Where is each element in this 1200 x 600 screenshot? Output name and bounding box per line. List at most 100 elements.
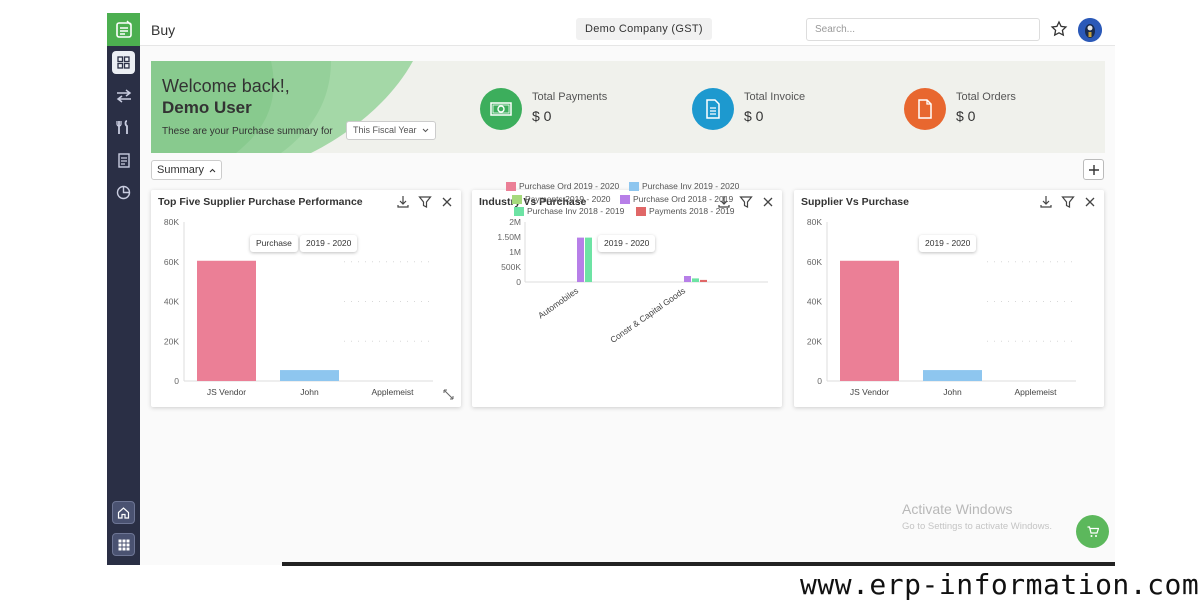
legend-label: Payments 2019 - 2020 xyxy=(525,194,611,204)
close-icon[interactable] xyxy=(1083,195,1097,209)
legend-swatch xyxy=(506,181,516,191)
industry-vs-purchase-chart: 2M 1.50M 1M 500K 0 Automobiles Constr & Capita… xyxy=(497,217,768,345)
legend-label: Purchase Inv 2019 - 2020 xyxy=(642,181,740,191)
x-tick-label: John xyxy=(943,387,962,397)
legend-item[interactable]: Payments 2019 - 2020 xyxy=(512,194,611,204)
y-tick-label: 20K xyxy=(807,336,822,346)
sidebar-item-tools[interactable] xyxy=(112,116,135,139)
stat-invoice-circle xyxy=(692,88,734,130)
arrows-icon xyxy=(116,88,131,103)
supplier-vs-purchase-chart: 80K 60K 40K 20K 0 JS Vendor John Applemeist xyxy=(807,217,1076,397)
stat-payments-circle xyxy=(480,88,522,130)
filter-icon[interactable] xyxy=(1061,195,1075,209)
x-tick-label: JS Vendor xyxy=(850,387,889,397)
cart-icon xyxy=(1087,525,1099,537)
bar xyxy=(585,237,592,282)
welcome-banner: Welcome back!, Demo User These are your … xyxy=(151,61,1105,153)
user-name: Demo User xyxy=(162,98,252,117)
y-tick-label: 1M xyxy=(509,247,521,257)
taskbar-strip xyxy=(282,562,1115,566)
y-tick-label: 40K xyxy=(164,297,179,307)
card-title: Industry Vs Purchase xyxy=(479,196,587,208)
chart-card-supplier-vs-purchase: 80K 60K 40K 20K 0 JS Vendor John Applemeist Sup… xyxy=(794,190,1104,407)
chart-tooltip-period: 2019 - 2020 xyxy=(919,235,977,252)
bar xyxy=(840,260,899,381)
company-selector[interactable]: Demo Company (GST) xyxy=(576,18,712,40)
y-tick-label: 0 xyxy=(817,376,822,386)
sidebar-item-home[interactable] xyxy=(112,501,135,524)
x-tick-label: JS Vendor xyxy=(207,387,246,397)
search-input[interactable] xyxy=(806,18,1040,41)
legend-item[interactable]: Purchase Inv 2018 - 2019 xyxy=(514,206,624,216)
expand-icon[interactable] xyxy=(443,389,454,400)
x-tick-label: John xyxy=(300,387,319,397)
y-tick-label: 500K xyxy=(501,262,521,272)
y-tick-label: 0 xyxy=(516,277,521,287)
period-select[interactable]: This Fiscal Year xyxy=(346,121,437,140)
bar xyxy=(280,370,339,381)
close-icon[interactable] xyxy=(761,195,775,209)
sidebar-item-transfer[interactable] xyxy=(112,84,135,107)
stat-payments-label: Total Payments xyxy=(532,91,608,103)
add-widget-button[interactable] xyxy=(1083,159,1104,180)
legend-label: Purchase Inv 2018 - 2019 xyxy=(527,206,625,216)
y-tick-label: 60K xyxy=(164,257,179,267)
legend-swatch xyxy=(514,206,524,216)
legend-item[interactable]: Purchase Ord 2019 - 2020 xyxy=(506,181,619,191)
user-avatar-icon xyxy=(1078,18,1102,42)
legend-item[interactable]: Purchase Ord 2018 - 2019 xyxy=(620,194,733,204)
tools-icon xyxy=(116,120,128,134)
pie-chart-icon xyxy=(116,185,131,200)
stat-invoice-value: $ 0 xyxy=(744,108,764,124)
legend-swatch xyxy=(512,194,522,204)
summary-dropdown[interactable]: Summary xyxy=(151,160,223,180)
legend-label: Payments 2018 - 2019 xyxy=(649,206,735,216)
banner-decoration xyxy=(151,61,413,153)
y-tick-label: 20K xyxy=(164,336,179,346)
close-icon[interactable] xyxy=(440,195,454,209)
cart-fab-button[interactable] xyxy=(1076,515,1109,548)
app-logo[interactable] xyxy=(107,13,140,46)
card-title: Supplier Vs Purchase xyxy=(801,196,909,208)
sidebar-item-dashboard[interactable] xyxy=(112,51,135,74)
bar xyxy=(684,276,691,282)
y-tick-label: 40K xyxy=(807,297,822,307)
sidebar-item-reports[interactable] xyxy=(112,149,135,172)
legend-item[interactable]: Payments 2018 - 2019 xyxy=(636,206,735,216)
chevron-down-icon xyxy=(422,128,429,133)
download-icon[interactable] xyxy=(717,195,731,209)
y-tick-label: 80K xyxy=(164,217,179,227)
legend-swatch xyxy=(620,194,630,204)
avatar[interactable] xyxy=(1078,18,1102,42)
stat-orders-label: Total Orders xyxy=(956,91,1016,103)
summary-text: These are your Purchase summary for xyxy=(162,126,333,137)
summary-dropdown-label: Summary xyxy=(157,164,205,176)
sidebar-item-apps[interactable] xyxy=(112,533,135,556)
top-five-supplier-chart: 80K 60K 40K 20K 0 JS Vendor John Applemeist xyxy=(164,217,433,397)
sidebar-item-analytics[interactable] xyxy=(112,181,135,204)
stat-orders-value: $ 0 xyxy=(956,108,976,124)
page-title: Buy xyxy=(151,22,176,38)
top-bar: Buy Demo Company (GST) xyxy=(140,13,1115,46)
welcome-heading: Welcome back!, xyxy=(162,76,290,96)
bar xyxy=(692,278,699,282)
legend-label: Purchase Ord 2019 - 2020 xyxy=(519,181,620,191)
y-tick-label: 1.50M xyxy=(497,232,521,242)
bar xyxy=(700,279,707,282)
x-tick-label: Automobiles xyxy=(536,285,580,320)
download-icon[interactable] xyxy=(1039,195,1053,209)
download-icon[interactable] xyxy=(396,195,410,209)
filter-icon[interactable] xyxy=(418,195,432,209)
sidebar xyxy=(107,13,140,565)
order-icon xyxy=(918,99,932,119)
x-tick-label: Constr & Capital Goods xyxy=(608,285,687,344)
filter-icon[interactable] xyxy=(739,195,753,209)
chart-card-top-five-supplier: 80K 60K 40K 20K 0 JS Vendor John Applemeist Top… xyxy=(151,190,461,407)
stat-payments-value: $ 0 xyxy=(532,108,552,124)
chart-tooltip-series: Purchase xyxy=(250,235,298,252)
legend-item[interactable]: Purchase Inv 2019 - 2020 xyxy=(629,181,739,191)
legend-label: Purchase Ord 2018 - 2019 xyxy=(633,194,734,204)
star-icon[interactable] xyxy=(1050,20,1068,38)
home-icon xyxy=(117,507,130,519)
x-tick-label: Applemeist xyxy=(1014,387,1057,397)
